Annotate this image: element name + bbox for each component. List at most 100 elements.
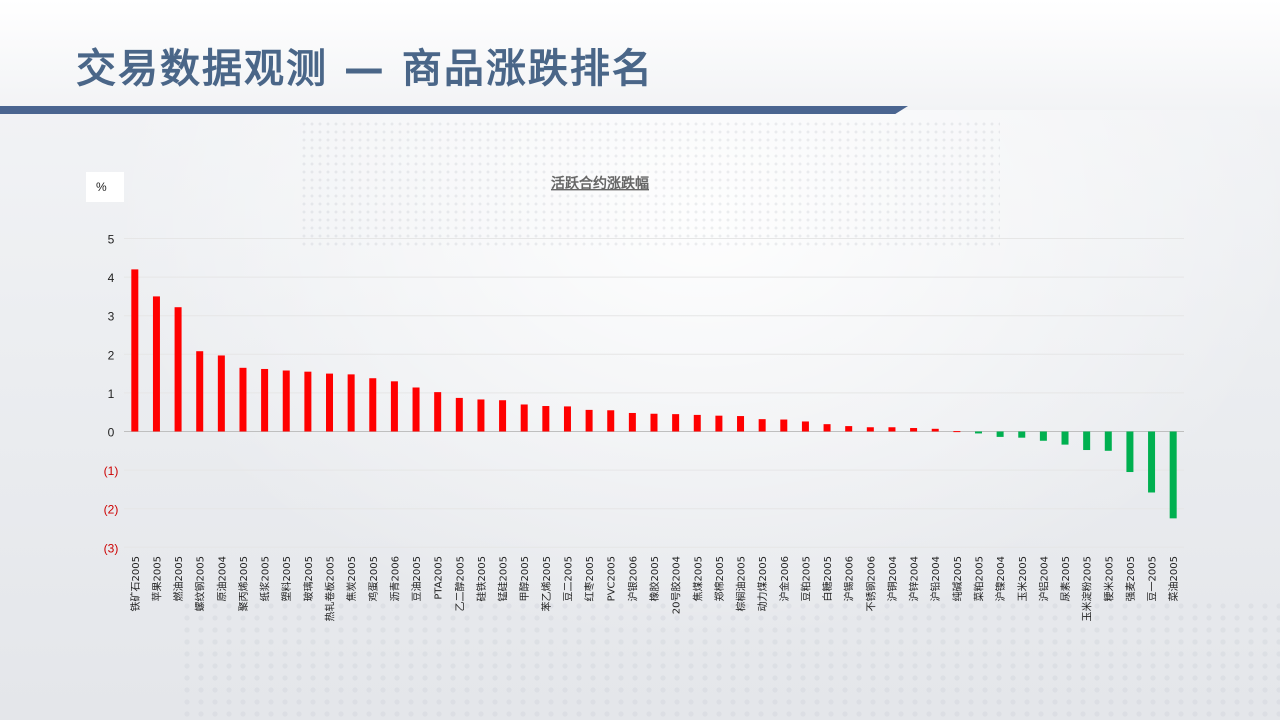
x-tick-label: 螺纹钢2005: [194, 556, 207, 611]
bar: [801, 421, 809, 432]
y-tick-label: (3): [104, 541, 119, 555]
bar: [1061, 431, 1069, 445]
x-tick-label: 苹果2005: [150, 556, 163, 601]
x-tick-label: 红枣2005: [583, 556, 596, 601]
bar: [737, 416, 745, 432]
x-tick-label: 豆二2005: [562, 556, 574, 601]
y-tick-label: (1): [104, 464, 119, 478]
x-tick-label: 郑棉2005: [713, 556, 726, 601]
x-tick-label: 玻璃2005: [302, 556, 315, 601]
x-tick-label: 菜油2005: [1167, 556, 1180, 601]
x-tick-label: 聚丙烯2005: [237, 556, 250, 611]
bar: [1148, 431, 1156, 493]
bar: [607, 410, 615, 432]
bar: [499, 400, 507, 432]
bar: [174, 307, 182, 432]
bar: [542, 406, 550, 432]
x-tick-label: 焦煤2005: [691, 556, 704, 601]
x-tick-label: 动力煤2005: [756, 556, 769, 611]
x-tick-label: 菜粕2005: [972, 556, 985, 601]
x-tick-label: 强麦2005: [1125, 556, 1137, 601]
bar: [996, 431, 1004, 437]
x-tick-label: 苯乙烯2005: [540, 556, 553, 611]
x-tick-label: 橡胶2005: [648, 556, 661, 601]
x-tick-label: 沪铅2004: [929, 556, 942, 601]
x-tick-label: 锰硅2005: [497, 556, 510, 601]
x-tick-label: 豆粕2005: [799, 556, 812, 601]
floor-dots: [180, 600, 1280, 720]
bar: [823, 424, 831, 432]
bar: [1083, 431, 1091, 451]
bar: [780, 419, 788, 432]
x-tick-label: 沪锡2006: [843, 556, 856, 601]
x-tick-label: 豆一2005: [1147, 556, 1159, 601]
y-tick-label: (2): [104, 503, 119, 517]
x-tick-label: 玉米淀粉2005: [1081, 556, 1094, 621]
x-tick-label: 粳米2005: [1102, 556, 1115, 601]
bar: [715, 415, 723, 432]
x-tick-label: 沪铜2004: [886, 556, 899, 601]
bar: [563, 406, 571, 432]
bar: [672, 414, 680, 432]
bar: [953, 431, 961, 433]
x-tick-label: 不锈钢2006: [864, 556, 877, 611]
y-tick-label: 1: [108, 387, 115, 401]
x-tick-label: 沪银2006: [626, 556, 639, 601]
bar: [974, 431, 982, 434]
bar: [434, 392, 442, 432]
chart-title: 活跃合约涨跌幅: [551, 175, 649, 192]
x-tick-label: 原油2004: [215, 556, 228, 601]
bar: [477, 399, 485, 432]
world-map-dots: [300, 120, 1000, 250]
x-tick-label: 焦炭2005: [345, 556, 358, 601]
bar: [520, 404, 528, 432]
bar: [239, 367, 247, 432]
bar: [326, 373, 334, 432]
bar: [693, 414, 701, 432]
x-tick-label: 豆油2005: [410, 556, 423, 601]
x-tick-label: PVC2005: [607, 556, 618, 601]
x-tick-label: 棕榈油2005: [735, 556, 748, 611]
bar: [866, 427, 874, 432]
x-tick-label: 沪金2006: [778, 556, 791, 601]
x-tick-label: 沪铝2004: [1037, 556, 1050, 601]
x-tick-label: 塑料2005: [280, 556, 293, 601]
x-tick-label: 鸡蛋2005: [367, 556, 380, 601]
bar: [845, 426, 853, 432]
x-tick-label: 白糖2005: [821, 556, 834, 601]
bar: [347, 374, 355, 432]
x-tick-label: 甲醇2005: [518, 556, 531, 601]
x-tick-label: 纯碱2005: [951, 556, 964, 601]
x-tick-label: 沥青2006: [388, 556, 401, 601]
x-tick-label: PTA2005: [434, 556, 445, 600]
x-tick-label: 铁矿石2005: [129, 556, 142, 611]
bar: [369, 378, 377, 432]
bar: [910, 428, 918, 432]
bar: [1169, 431, 1177, 519]
bar: [1018, 431, 1026, 438]
bar: [1126, 431, 1134, 473]
x-tick-label: 玉米2005: [1016, 556, 1029, 601]
x-tick-label: 燃油2005: [172, 556, 185, 601]
bar: [282, 370, 290, 432]
bar: [196, 351, 204, 432]
bar: [628, 412, 636, 432]
y-axis-unit-label: %: [96, 180, 107, 194]
y-tick-label: 3: [108, 310, 115, 324]
x-tick-label: 20号胶2004: [670, 556, 683, 614]
bar: [931, 428, 939, 432]
y-tick-label: 2: [108, 348, 115, 362]
bar: [412, 387, 420, 432]
header-band: [0, 0, 1280, 110]
bar: [152, 296, 160, 432]
x-tick-label: 纸浆2005: [259, 556, 272, 601]
x-tick-label: 尿素2005: [1059, 556, 1072, 601]
bar: [758, 419, 766, 432]
y-tick-label: 4: [108, 271, 115, 285]
bar: [455, 397, 463, 432]
x-tick-label: 沪锌2004: [908, 556, 921, 601]
x-tick-label: 硅铁2005: [475, 556, 488, 601]
x-tick-label: 乙二醇2005: [453, 556, 466, 611]
bar: [261, 368, 269, 432]
